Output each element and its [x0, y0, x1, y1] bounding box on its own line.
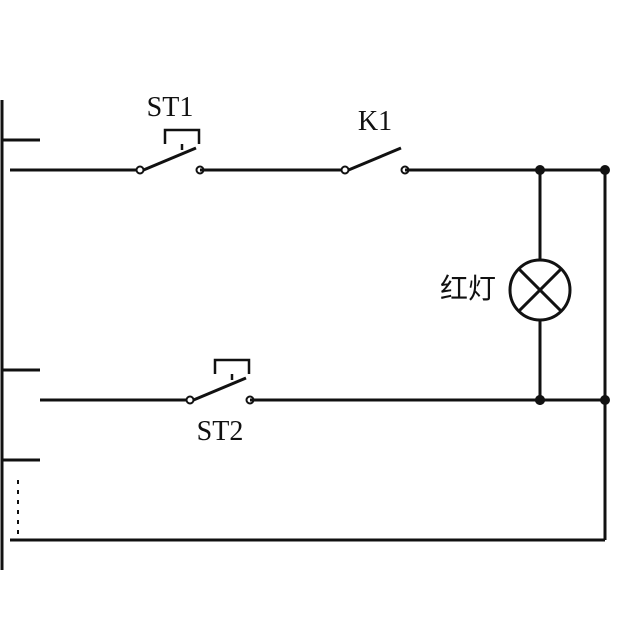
circuit-diagram: ST1 K1 红灯 ST2 — [0, 0, 640, 640]
svg-text:K1: K1 — [358, 106, 392, 137]
svg-text:ST2: ST2 — [197, 416, 244, 447]
svg-text:红灯: 红灯 — [440, 273, 496, 305]
svg-text:ST1: ST1 — [147, 92, 194, 123]
